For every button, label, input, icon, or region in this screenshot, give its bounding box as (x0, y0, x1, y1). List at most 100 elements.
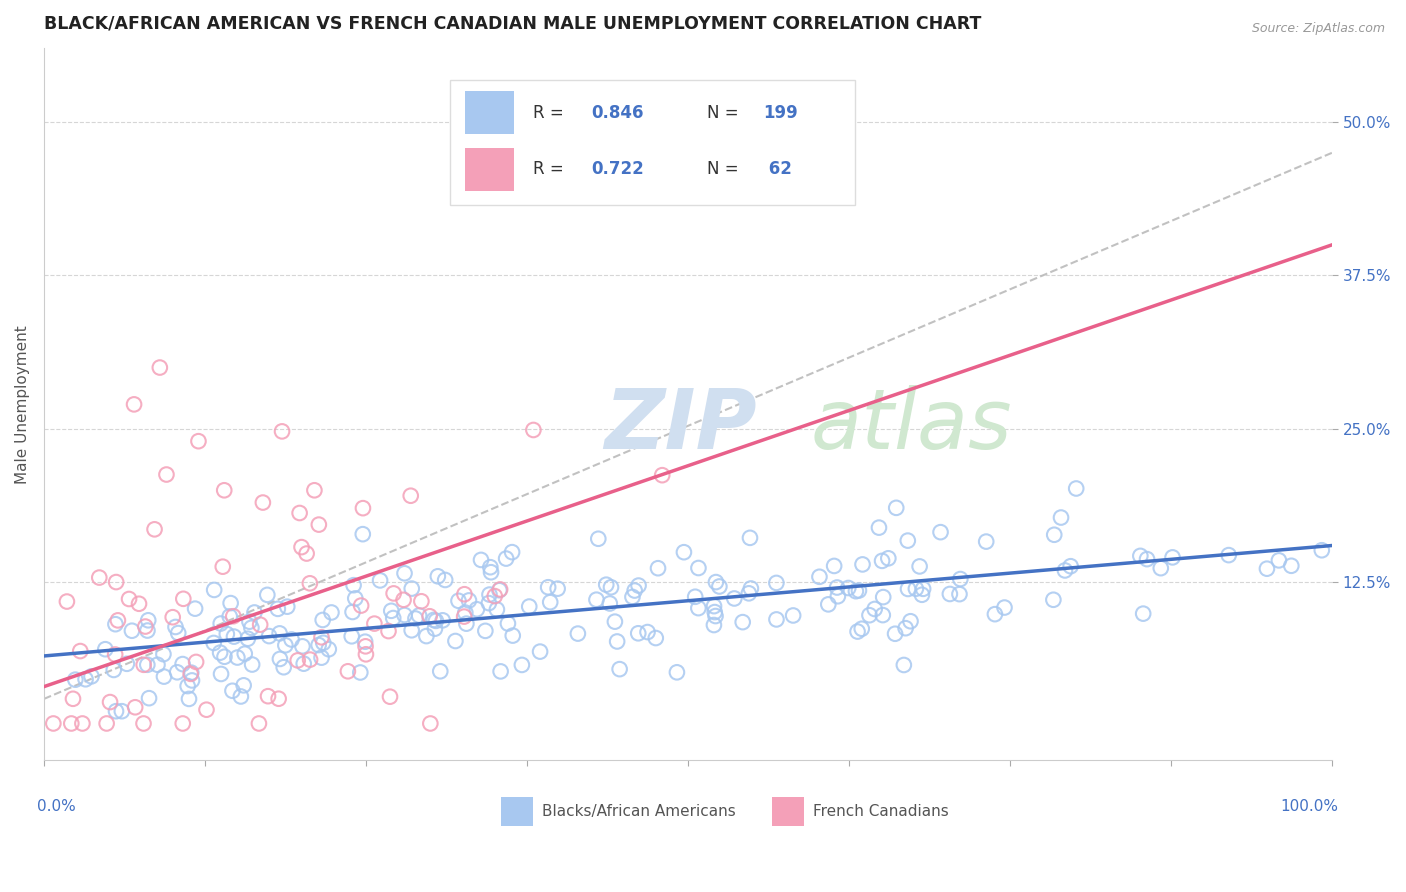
Point (252, 495, 274, 509)
Point (354, 648, 377, 662)
Point (401, 624, 423, 638)
Point (257, 629, 280, 643)
Point (621, 590, 644, 604)
Point (623, 583, 645, 598)
Point (489, 582, 512, 597)
Text: Blacks/African Americans: Blacks/African Americans (543, 804, 737, 819)
Point (212, 483, 235, 498)
Bar (465, 91, 515, 134)
Point (495, 551, 517, 566)
Point (897, 582, 920, 596)
Point (458, 593, 481, 607)
Point (765, 612, 787, 626)
Point (312, 613, 335, 627)
Point (488, 583, 510, 598)
Point (342, 605, 364, 619)
Point (172, 716, 194, 731)
Point (470, 553, 492, 567)
Point (731, 615, 754, 629)
Point (904, 582, 927, 596)
Point (817, 598, 839, 612)
Point (162, 610, 184, 624)
Point (912, 582, 935, 596)
Point (166, 665, 188, 680)
Point (974, 534, 997, 549)
Point (181, 673, 204, 688)
Point (56, 594, 79, 608)
Point (143, 522, 166, 536)
Point (195, 703, 218, 717)
Point (949, 572, 972, 586)
Point (363, 616, 385, 631)
Point (80, 669, 103, 683)
Point (111, 704, 134, 718)
Point (75, 673, 97, 687)
Point (240, 621, 263, 635)
Point (606, 634, 628, 648)
Point (342, 578, 364, 592)
Point (177, 692, 200, 706)
Point (271, 425, 294, 439)
Point (276, 599, 298, 614)
Point (929, 525, 952, 540)
Point (340, 629, 363, 643)
Point (172, 591, 194, 606)
Point (447, 594, 470, 608)
Point (893, 657, 915, 672)
Text: 0.722: 0.722 (592, 161, 644, 178)
Point (226, 650, 249, 665)
Point (432, 613, 454, 627)
Point (290, 540, 312, 554)
Point (637, 625, 659, 640)
Point (426, 569, 449, 583)
Point (311, 650, 333, 665)
Point (149, 360, 172, 375)
Point (585, 592, 607, 607)
Text: R =: R = (533, 103, 569, 121)
Point (478, 588, 501, 602)
Point (96, 716, 118, 731)
Point (672, 545, 695, 559)
Point (484, 589, 506, 603)
Point (380, 604, 402, 618)
Point (845, 584, 868, 599)
Point (89, 571, 111, 585)
Point (211, 559, 233, 574)
Point (872, 590, 894, 604)
Point (538, 595, 561, 609)
Y-axis label: Male Unemployment: Male Unemployment (15, 325, 30, 483)
Point (240, 657, 263, 672)
Point (1050, 510, 1073, 524)
Point (603, 615, 626, 629)
Point (1279, 558, 1302, 573)
Point (496, 616, 519, 631)
Point (453, 609, 475, 624)
Point (399, 489, 422, 503)
Point (136, 657, 159, 672)
Point (176, 679, 198, 693)
Point (229, 690, 252, 704)
Point (765, 575, 787, 590)
Point (627, 626, 650, 640)
Point (184, 655, 207, 669)
Text: N =: N = (707, 161, 744, 178)
Point (911, 588, 934, 602)
Point (105, 704, 128, 718)
Point (394, 607, 416, 622)
Point (312, 636, 335, 650)
Point (267, 602, 290, 616)
Point (404, 611, 426, 625)
Point (247, 716, 270, 731)
Point (118, 592, 141, 607)
Point (153, 670, 176, 684)
Point (703, 618, 725, 632)
Point (308, 638, 330, 652)
Point (299, 652, 322, 666)
Point (868, 521, 890, 535)
Point (298, 576, 321, 591)
Point (267, 691, 290, 706)
Point (870, 554, 893, 568)
Point (419, 609, 441, 624)
Point (134, 619, 156, 633)
Point (318, 642, 340, 657)
